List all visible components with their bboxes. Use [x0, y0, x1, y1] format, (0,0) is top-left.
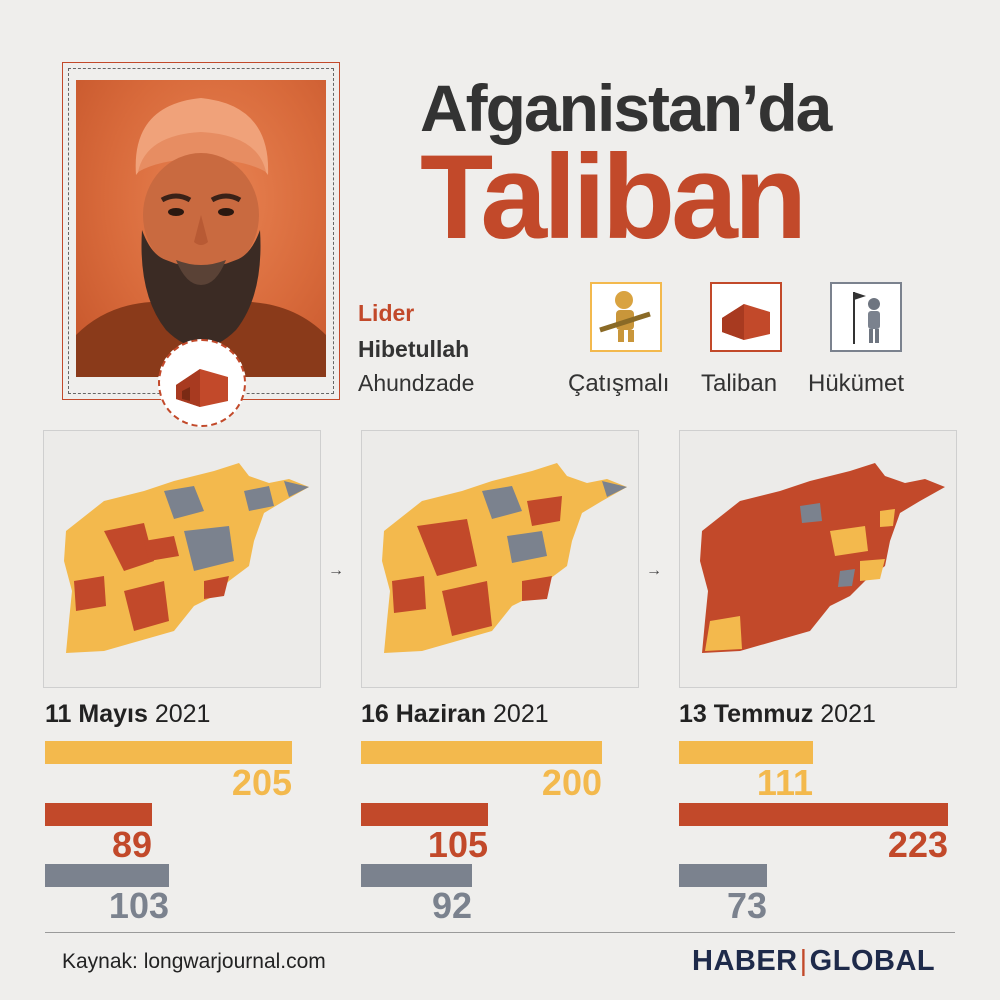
legend-taliban-label: Taliban [701, 370, 778, 397]
bar-taliban-may [45, 803, 152, 826]
legend-taliban-box [710, 282, 782, 352]
date-june-bold: 16 Haziran [361, 700, 487, 728]
source-text: Kaynak: longwarjournal.com [62, 950, 326, 973]
arrow-icon: → [328, 562, 344, 579]
leader-last-name: Ahundzade [358, 370, 475, 396]
value-government-june: 92 [431, 885, 472, 926]
date-may-year: 2021 [154, 700, 211, 728]
title-line-1: Afganistan’da [420, 71, 832, 145]
arrow-icon: → [646, 562, 662, 579]
legend-contested-box [590, 282, 662, 352]
leader-role: Lider [358, 300, 415, 326]
taliban-badge [158, 339, 246, 427]
date-june: 16 Haziran 2021 [361, 700, 549, 729]
tent-icon [722, 304, 770, 340]
value-contested-june: 200 [541, 762, 602, 803]
value-taliban-june: 105 [427, 824, 488, 865]
brand-left: HABER [692, 945, 798, 977]
flag-soldier-icon [853, 292, 880, 344]
bar-government-june [361, 864, 472, 887]
bar-government-may [45, 864, 169, 887]
tent-icon [176, 369, 228, 407]
legend-contested-label: Çatışmalı [568, 370, 670, 397]
value-contested-july: 111 [756, 762, 813, 803]
bar-contested-may [45, 741, 292, 764]
date-july: 13 Temmuz 2021 [679, 700, 876, 729]
value-government-july: 73 [726, 885, 767, 926]
afghanistan-map-july [700, 463, 945, 653]
afghanistan-map-june [382, 463, 627, 653]
value-contested-may: 205 [231, 762, 292, 803]
value-taliban-may: 89 [111, 824, 152, 865]
map-panel-july [679, 430, 957, 688]
legend-government-box [830, 282, 902, 352]
bar-contested-june [361, 741, 602, 764]
soldier-icon [599, 291, 651, 342]
map-panel-may [43, 430, 321, 688]
value-taliban-july: 223 [887, 824, 948, 865]
leader-first-name: Hibetullah [358, 336, 470, 362]
date-may-bold: 11 Mayıs [45, 700, 148, 728]
leader-portrait-illustration [76, 98, 326, 377]
date-july-year: 2021 [820, 700, 876, 728]
footer-divider [45, 932, 955, 933]
map-panel-june [361, 430, 639, 688]
afghanistan-map-may [64, 463, 309, 653]
date-may: 11 Mayıs 2021 [45, 700, 210, 729]
value-government-may: 103 [108, 885, 169, 926]
leader-portrait [76, 80, 326, 377]
bar-taliban-june [361, 803, 488, 826]
date-june-year: 2021 [493, 700, 549, 728]
brand-logo: HABER|GLOBAL [692, 945, 936, 977]
bar-contested-july [679, 741, 813, 764]
date-july-bold: 13 Temmuz [679, 700, 814, 728]
brand-right: GLOBAL [809, 945, 936, 977]
title-line-2: Taliban [420, 130, 807, 264]
legend-government-label: Hükümet [808, 370, 905, 397]
bar-taliban-july [679, 803, 948, 826]
bar-government-july [679, 864, 767, 887]
